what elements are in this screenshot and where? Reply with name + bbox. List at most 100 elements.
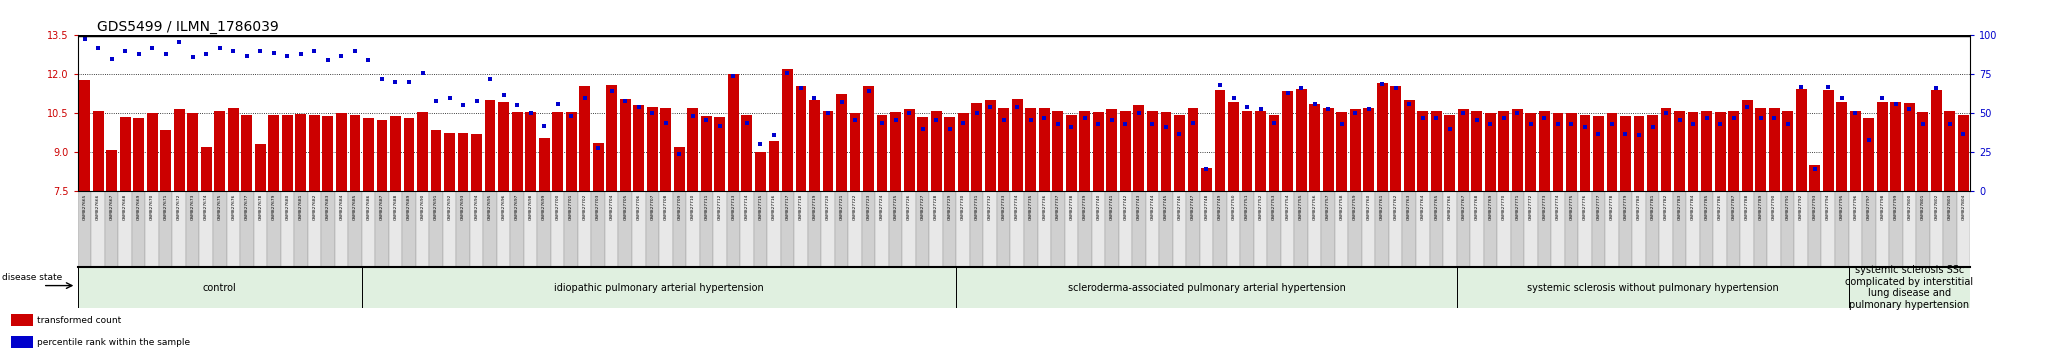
Point — [420, 98, 453, 104]
Bar — [1917, 191, 1929, 267]
Text: GSM827754: GSM827754 — [1286, 193, 1290, 220]
Text: GSM827789: GSM827789 — [1759, 193, 1763, 220]
Bar — [1106, 109, 1118, 191]
Bar — [1849, 111, 1862, 191]
Point — [1772, 121, 1804, 127]
Bar — [1905, 103, 1915, 191]
Point — [1636, 125, 1669, 130]
Bar — [1593, 116, 1604, 191]
Point — [635, 110, 668, 116]
Bar — [309, 115, 319, 191]
Bar — [1565, 191, 1579, 267]
Bar — [78, 267, 362, 308]
Text: GSM827713: GSM827713 — [731, 193, 735, 220]
Text: GSM827675: GSM827675 — [217, 193, 221, 220]
Point — [135, 45, 168, 51]
Text: GSM827751: GSM827751 — [1245, 193, 1249, 220]
Text: GSM827744: GSM827744 — [1151, 193, 1155, 220]
Bar — [1403, 100, 1415, 191]
Bar — [1065, 191, 1077, 267]
Point — [608, 98, 641, 104]
Bar — [80, 80, 90, 191]
Bar — [592, 143, 604, 191]
Text: GSM827702: GSM827702 — [584, 193, 586, 220]
Text: GSM827799: GSM827799 — [1894, 193, 1898, 220]
Bar — [672, 191, 686, 267]
Bar — [985, 100, 995, 191]
Text: GSM827687: GSM827687 — [381, 193, 383, 220]
Point — [1040, 121, 1073, 127]
Bar — [1579, 191, 1591, 267]
Point — [1001, 104, 1034, 110]
Point — [1554, 121, 1587, 127]
Point — [1069, 115, 1102, 121]
Bar — [1106, 191, 1118, 267]
Text: GSM827711: GSM827711 — [705, 193, 709, 220]
Point — [1704, 121, 1737, 127]
Point — [1919, 86, 1952, 91]
Bar — [10, 336, 33, 348]
Bar — [1849, 191, 1862, 267]
Bar — [295, 191, 307, 267]
Bar — [1700, 191, 1714, 267]
Bar — [659, 191, 672, 267]
Text: GSM827796: GSM827796 — [1853, 193, 1858, 220]
Point — [203, 45, 236, 51]
Bar — [401, 191, 416, 267]
Bar — [172, 191, 186, 267]
Bar — [1550, 191, 1565, 267]
Point — [1907, 121, 1939, 127]
Text: GSM827681: GSM827681 — [299, 193, 303, 220]
Bar — [768, 141, 780, 191]
Bar — [1024, 191, 1038, 267]
Bar — [1159, 191, 1174, 267]
Point — [866, 120, 899, 125]
Bar — [1958, 115, 1968, 191]
Text: GSM827669: GSM827669 — [137, 193, 141, 220]
Bar — [1268, 191, 1280, 267]
Bar — [1118, 191, 1133, 267]
Bar — [1499, 111, 1509, 191]
Text: GSM827733: GSM827733 — [1001, 193, 1006, 220]
Bar — [1053, 111, 1063, 191]
Bar — [1161, 112, 1171, 191]
Bar — [403, 119, 414, 191]
Bar — [874, 191, 889, 267]
Text: GSM827779: GSM827779 — [1624, 193, 1628, 220]
Text: GSM827727: GSM827727 — [922, 193, 924, 220]
Text: GSM827706: GSM827706 — [637, 193, 641, 220]
Bar — [1280, 191, 1294, 267]
Bar — [592, 191, 604, 267]
Bar — [1835, 191, 1849, 267]
Point — [109, 48, 141, 54]
Bar — [1808, 191, 1821, 267]
Bar — [713, 191, 727, 267]
Bar — [1268, 115, 1280, 191]
Text: GSM827786: GSM827786 — [1718, 193, 1722, 220]
Bar — [780, 191, 795, 267]
Bar — [1538, 191, 1550, 267]
Bar — [1782, 191, 1794, 267]
Text: GSM827718: GSM827718 — [799, 193, 803, 220]
Text: GSM827753: GSM827753 — [1272, 193, 1276, 220]
Text: GSM827742: GSM827742 — [1124, 193, 1126, 220]
Bar — [199, 191, 213, 267]
Text: GSM827804: GSM827804 — [1962, 193, 1966, 220]
Bar — [1364, 108, 1374, 191]
Bar — [782, 69, 793, 191]
Bar — [565, 191, 578, 267]
Bar — [160, 191, 172, 267]
Bar — [889, 191, 903, 267]
Bar — [1335, 112, 1348, 191]
Bar — [633, 191, 645, 267]
Text: GSM827761: GSM827761 — [1380, 193, 1384, 220]
Point — [1528, 115, 1561, 121]
Point — [150, 51, 182, 57]
Point — [1163, 131, 1196, 136]
Bar — [1729, 111, 1739, 191]
Bar — [1133, 105, 1145, 191]
Bar — [498, 102, 510, 191]
Bar — [1606, 113, 1618, 191]
Text: GSM827665: GSM827665 — [82, 193, 86, 220]
Text: GSM827773: GSM827773 — [1542, 193, 1546, 220]
